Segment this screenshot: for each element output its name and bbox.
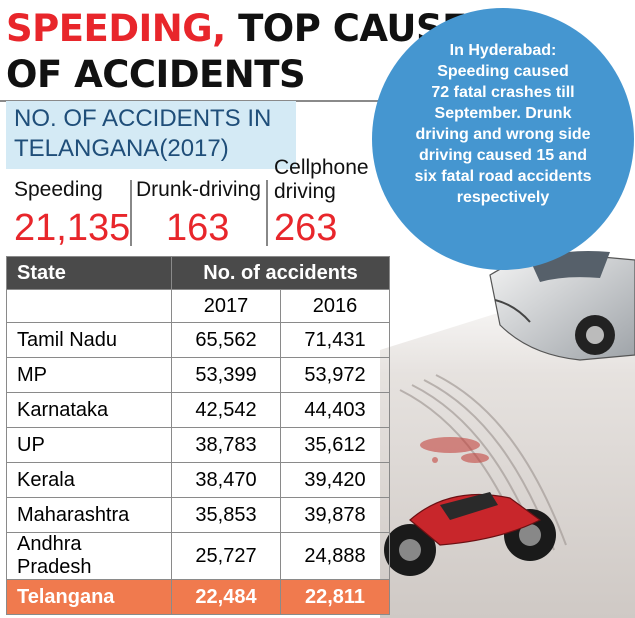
header-state: State [6,256,172,290]
state-cell: Telangana [6,579,172,615]
state-cell: UP [6,427,172,463]
header-no-of-accidents: No. of accidents [171,256,390,290]
headline-line2: OF ACCIDENTS [6,53,306,96]
stat-label: Cellphone driving [274,156,369,203]
headline: SPEEDING, TOP CAUSE OF ACCIDENTS [6,6,467,98]
callout-line: respectively [456,189,550,206]
state-cell: Andhra Pradesh [6,532,172,580]
value-2017: 38,470 [171,462,281,498]
table-row: Andhra Pradesh 25,727 24,888 [6,532,390,580]
stat-label: Drunk-driving [136,178,261,201]
value-2016: 39,420 [280,462,390,498]
value-2016: 22,811 [280,579,390,615]
callout-line: driving caused 15 and [418,147,588,164]
state-cell: MP [6,357,172,393]
motorcycle [384,492,556,576]
value-2016: 39,878 [280,497,390,533]
callout-line: 72 fatal crashes till [431,84,575,101]
value-2016: 24,888 [280,532,390,580]
stat-label: Speeding [14,178,103,201]
value-2017: 35,853 [171,497,281,533]
callout-line: September. Drunk [434,105,572,122]
subhead-background [6,101,296,169]
value-2016: 71,431 [280,322,390,358]
table-year-row: 2017 2016 [6,289,390,323]
hyderabad-callout: In Hyderabad: Speeding caused 72 fatal c… [372,8,634,270]
state-cell: Maharashtra [6,497,172,533]
value-2017: 42,542 [171,392,281,428]
table-row: Karnataka 42,542 44,403 [6,392,390,428]
value-2017: 53,399 [171,357,281,393]
table-header-row: State No. of accidents [6,256,390,290]
state-cell: Tamil Nadu [6,322,172,358]
value-2016: 35,612 [280,427,390,463]
stat-divider [266,180,268,246]
stat-divider [130,180,132,246]
stat-drunk-driving: Drunk-driving 163 [136,178,261,250]
callout-line: six fatal road accidents [414,168,592,185]
value-2017: 22,484 [171,579,281,615]
callout-line: Speeding caused [437,63,569,80]
table-row: UP 38,783 35,612 [6,427,390,463]
value-2017: 38,783 [171,427,281,463]
value-2017: 65,562 [171,322,281,358]
year-2017: 2017 [171,289,281,323]
callout-line: driving and wrong side [415,126,591,143]
value-2016: 44,403 [280,392,390,428]
accidents-table: State No. of accidents 2017 2016 Tamil N… [6,256,390,615]
stat-cellphone-driving: Cellphone driving 263 [274,156,374,250]
state-cell: Karnataka [6,392,172,428]
table-row: MP 53,399 53,972 [6,357,390,393]
accident-illustration [380,251,635,618]
table-row-highlight: Telangana 22,484 22,811 [6,579,390,615]
value-2016: 53,972 [280,357,390,393]
headline-highlight: SPEEDING, [6,7,226,50]
stat-speeding: Speeding 21,135 [14,178,130,250]
stat-value: 263 [274,207,338,249]
callout-line: In Hyderabad: [449,42,557,59]
table-row: Maharashtra 35,853 39,878 [6,497,390,533]
table-row: Tamil Nadu 65,562 71,431 [6,322,390,358]
year-blank [6,289,172,323]
blood-stain [420,437,489,463]
state-cell: Kerala [6,462,172,498]
stat-value: 21,135 [14,207,131,249]
stat-value: 163 [166,207,230,249]
year-2016: 2016 [280,289,390,323]
value-2017: 25,727 [171,532,281,580]
table-row: Kerala 38,470 39,420 [6,462,390,498]
subhead: NO. OF ACCIDENTS IN TELANGANA(2017) [14,105,272,162]
